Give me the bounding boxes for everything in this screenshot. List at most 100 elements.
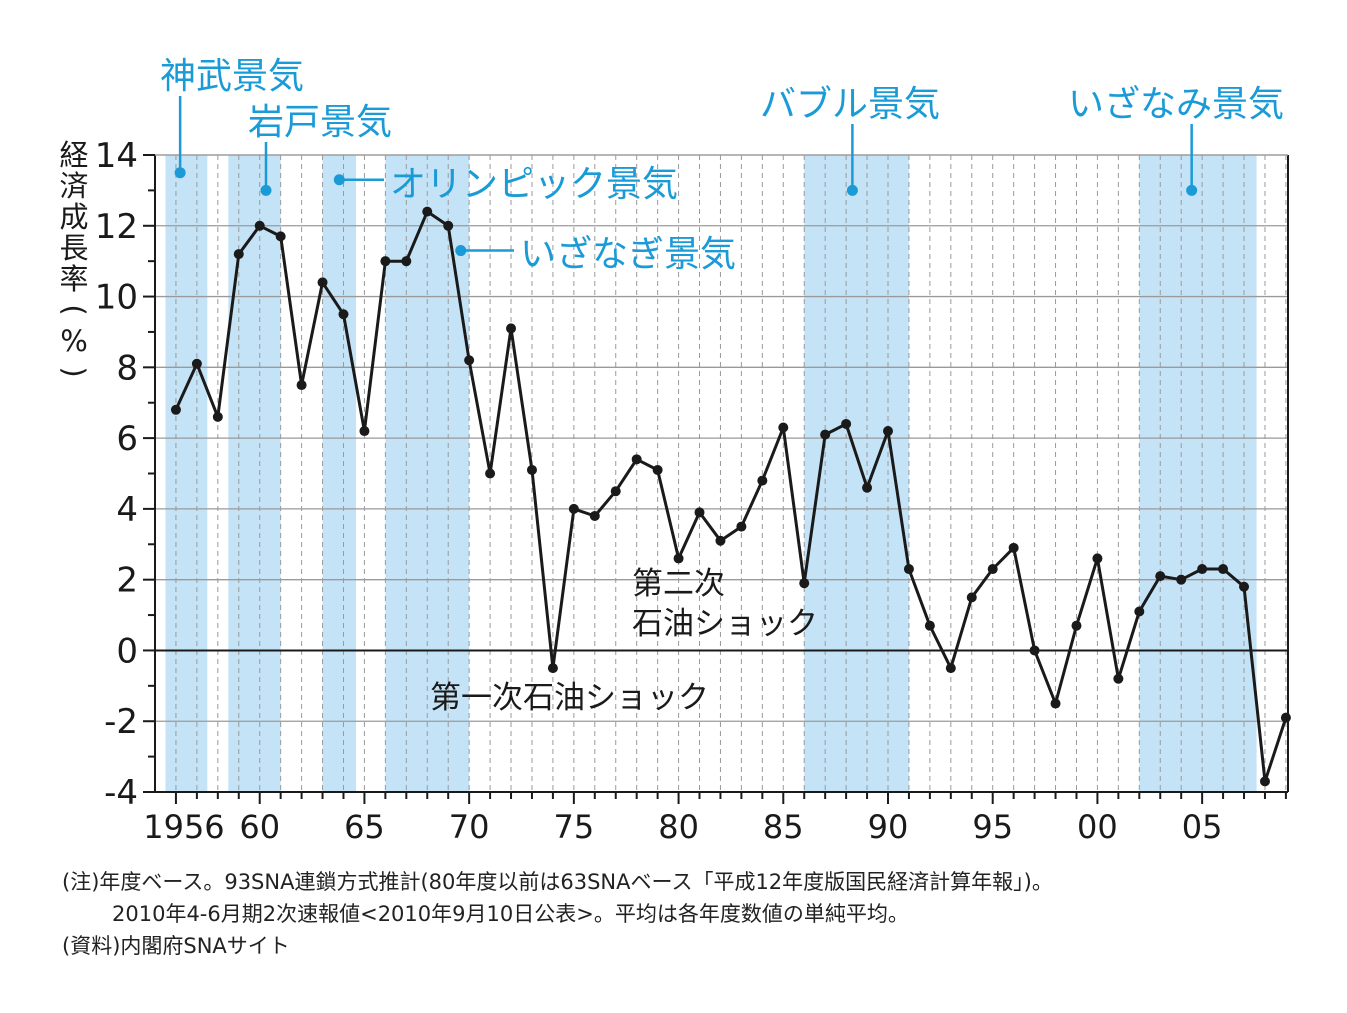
boom-band (165, 155, 208, 792)
y-tick-label: 12 (95, 207, 138, 247)
y-axis-label-char: 済 (59, 169, 88, 203)
data-point (338, 309, 349, 320)
boom-band (804, 155, 909, 792)
note-line-1: (注)年度ベース。93SNA連鎖方式推計(80年度以前は63SNAベース「平成1… (62, 870, 1053, 894)
data-point (359, 426, 370, 437)
data-point (966, 592, 977, 603)
y-tick-label: -4 (104, 773, 138, 813)
data-point (401, 256, 412, 267)
data-point (736, 521, 747, 532)
x-tick-label: 05 (1182, 808, 1223, 846)
data-point (233, 249, 244, 260)
data-point (485, 468, 496, 479)
data-point (296, 380, 307, 391)
annotation-text: 第二次 (632, 566, 725, 602)
data-point (589, 510, 600, 521)
data-point (1218, 564, 1229, 575)
source-line: (資料)内閣府SNAサイト (62, 934, 290, 958)
data-point (841, 418, 852, 429)
data-point (422, 206, 433, 217)
data-point (380, 256, 391, 267)
data-point (275, 231, 286, 242)
boom-band (1139, 155, 1257, 792)
data-point (1197, 564, 1208, 575)
data-point (631, 454, 642, 465)
data-point (1134, 606, 1145, 617)
data-point (1092, 553, 1103, 564)
data-point (1259, 776, 1270, 787)
boom-band (322, 155, 357, 792)
x-tick-label: 70 (449, 808, 490, 846)
y-tick-label: 10 (95, 278, 138, 318)
x-tick-label: 95 (972, 808, 1013, 846)
annotation-text: 石油ショック (632, 606, 818, 642)
data-point (694, 507, 705, 518)
data-point (820, 429, 831, 440)
data-point (987, 564, 998, 575)
y-axis-label-char: 成 (59, 200, 88, 234)
data-point (1280, 712, 1291, 723)
series-growth-rate (170, 206, 1291, 787)
y-tick-label: 0 (116, 631, 138, 671)
boom-marker (455, 245, 467, 257)
boom-label: オリンピック景気 (390, 164, 678, 205)
annotation-text: 第一次石油ショック (430, 680, 709, 716)
y-tick-label: 4 (116, 490, 138, 530)
data-point (254, 220, 265, 231)
data-point (903, 564, 914, 575)
data-point (317, 277, 328, 288)
boom-marker (174, 167, 186, 179)
data-point (1176, 574, 1187, 585)
data-point (464, 355, 475, 366)
y-axis-label-char: ) (57, 366, 91, 377)
x-tick-label: 80 (658, 808, 699, 846)
y-axis-label-char: 率 (59, 262, 88, 296)
x-tick-label: 65 (344, 808, 385, 846)
data-point (506, 323, 517, 334)
data-point (547, 663, 558, 674)
y-axis-label-char: % (60, 324, 88, 358)
data-point (757, 475, 768, 486)
x-tick-label: 60 (239, 808, 280, 846)
y-tick-label: 6 (116, 419, 138, 459)
boom-label: いざなみ景気 (1068, 84, 1284, 125)
axes (143, 154, 1289, 804)
x-tick-labels: 1956 60 65 70 75 80 85 90 95 00 05 (143, 808, 1222, 846)
x-tick-label: 1956 (143, 808, 224, 846)
data-point (1239, 581, 1250, 592)
data-point (778, 422, 789, 433)
y-tick-label: 2 (116, 561, 138, 601)
y-axis-label-char: ( (57, 304, 91, 315)
y-axis-label-char: 経 (59, 138, 88, 172)
y-axis-label-char: 長 (59, 231, 88, 265)
x-tick-label: 00 (1077, 808, 1118, 846)
boom-label: 神武景気 (160, 56, 304, 97)
data-point (1113, 673, 1124, 684)
data-point (945, 663, 956, 674)
x-tick-label: 90 (868, 808, 909, 846)
data-point (882, 426, 893, 437)
data-point (924, 620, 935, 631)
data-point (799, 578, 810, 589)
data-point (443, 220, 454, 231)
x-tick-label: 85 (763, 808, 804, 846)
footnotes: (注)年度ベース。93SNA連鎖方式推計(80年度以前は63SNAベース「平成1… (62, 866, 1332, 962)
data-point (715, 535, 726, 546)
data-point (1029, 645, 1040, 656)
data-point (1008, 542, 1019, 553)
note-line-2: 2010年4-6月期2次速報値<2010年9月10日公表>。平均は各年度数値の単… (112, 902, 909, 926)
data-point (170, 404, 181, 415)
growth-rate-chart: -4 -2 0 2 4 6 8 10 12 14 1956 60 65 70 75 80 85 90 95 00 05… (57, 56, 1291, 846)
data-point (568, 503, 579, 514)
x-tick-label: 75 (553, 808, 594, 846)
series-line (174, 210, 1288, 783)
boom-marker (260, 184, 272, 196)
y-tick-label: 8 (116, 348, 138, 388)
data-point (1155, 571, 1166, 582)
y-tick-label: 14 (95, 136, 138, 176)
data-point (526, 464, 537, 475)
data-point (1050, 698, 1061, 709)
data-point (610, 486, 621, 497)
